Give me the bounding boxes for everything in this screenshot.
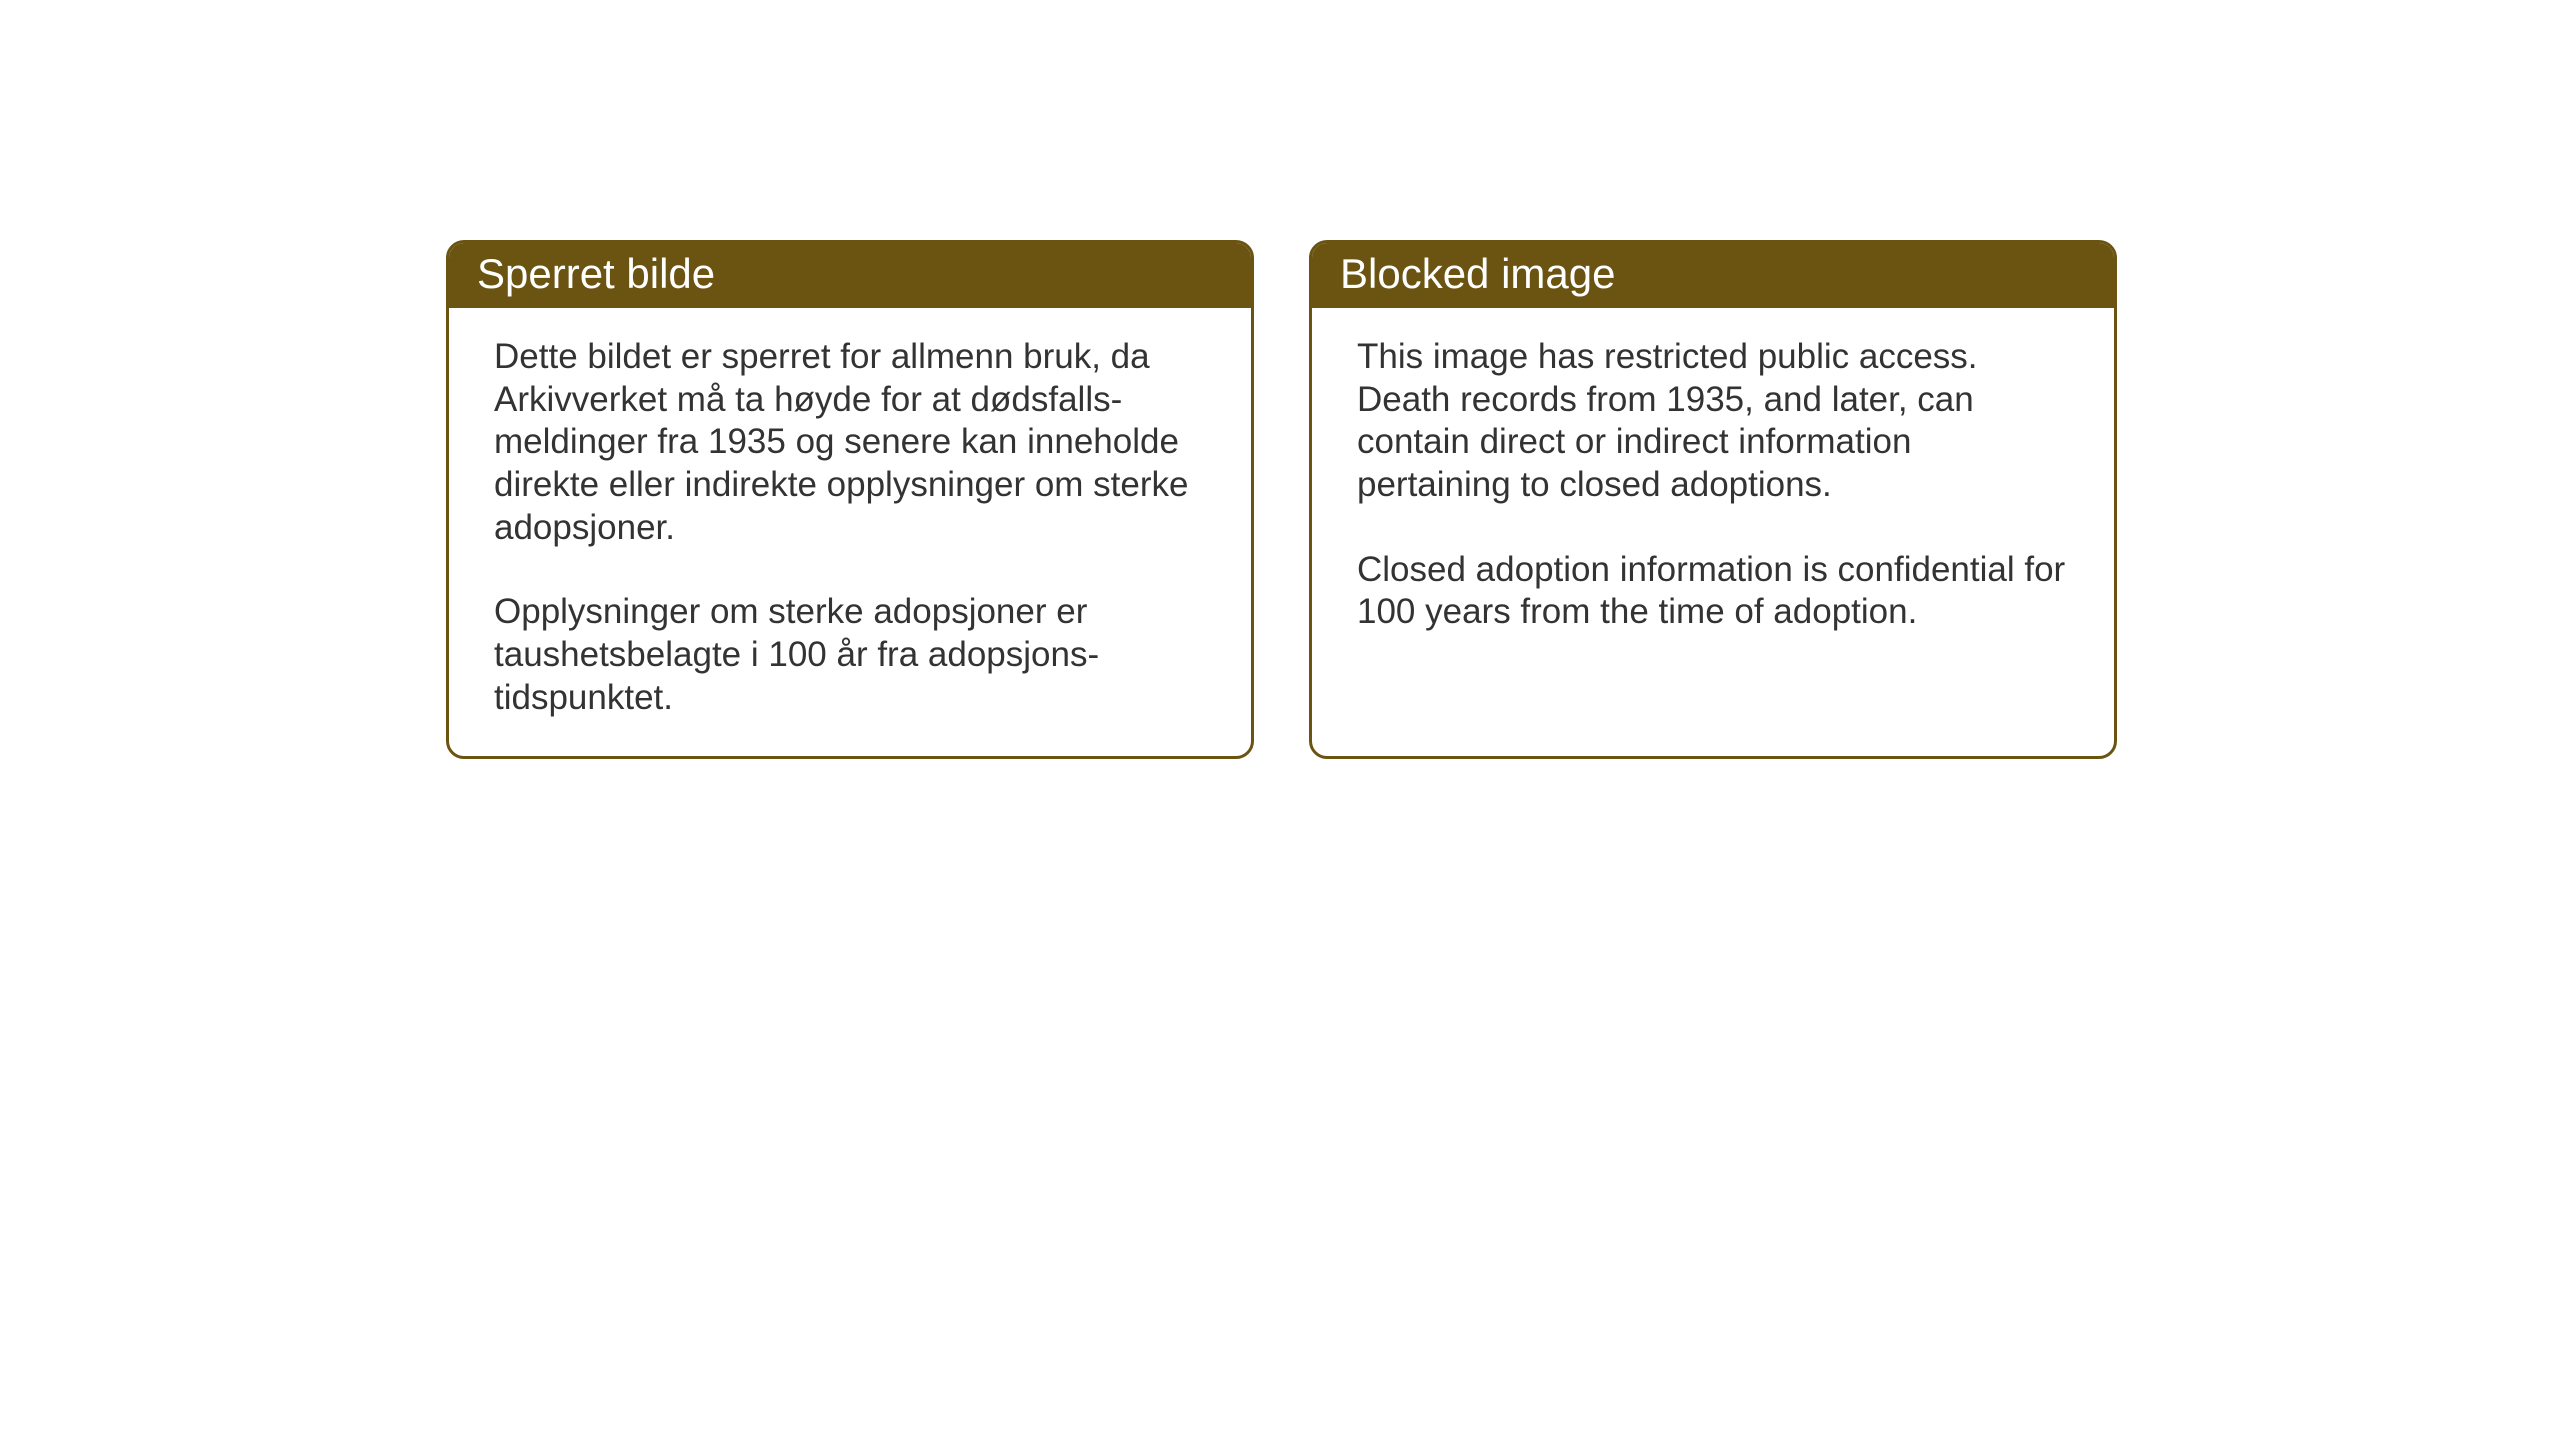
english-card-body: This image has restricted public access.… xyxy=(1312,308,2114,748)
norwegian-card-title: Sperret bilde xyxy=(449,243,1251,308)
norwegian-paragraph-2: Opplysninger om sterke adopsjoner er tau… xyxy=(494,591,1206,719)
norwegian-paragraph-1: Dette bildet er sperret for allmenn bruk… xyxy=(494,336,1206,549)
english-notice-card: Blocked image This image has restricted … xyxy=(1309,240,2117,759)
english-card-title: Blocked image xyxy=(1312,243,2114,308)
norwegian-card-body: Dette bildet er sperret for allmenn bruk… xyxy=(449,308,1251,756)
notice-container: Sperret bilde Dette bildet er sperret fo… xyxy=(446,240,2117,759)
norwegian-notice-card: Sperret bilde Dette bildet er sperret fo… xyxy=(446,240,1254,759)
english-paragraph-1: This image has restricted public access.… xyxy=(1357,336,2069,507)
english-paragraph-2: Closed adoption information is confident… xyxy=(1357,549,2069,634)
